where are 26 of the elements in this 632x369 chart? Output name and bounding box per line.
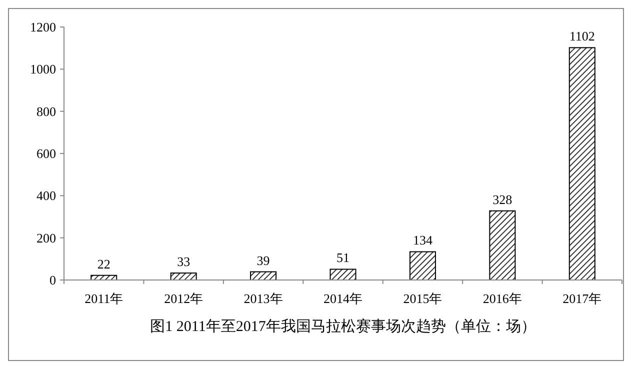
data-label: 1102	[569, 28, 595, 44]
data-label: 134	[412, 232, 433, 248]
text: 图1 2011年至2017年我国马拉松赛事场次趋势（单位：场）	[150, 318, 536, 335]
y-tick-label: 1000	[30, 62, 56, 77]
bar	[330, 268, 356, 280]
bar	[568, 47, 596, 280]
data-label: 33	[177, 254, 190, 270]
x-tick-label: 2017年	[562, 291, 602, 306]
x-tick-label: 2012年	[164, 291, 204, 306]
x-tick-label: 2015年	[403, 291, 442, 306]
y-tick-label: 800	[36, 104, 56, 119]
x-tick-label: 2016年	[482, 291, 522, 306]
x-tick-label: 2014年	[324, 291, 362, 306]
bar	[489, 210, 516, 280]
x-tick-label: 2011年	[84, 291, 124, 306]
x-tick-label: 2013年	[244, 291, 283, 306]
data-label: 51	[336, 250, 350, 266]
bar	[409, 251, 436, 280]
y-tick-label: 600	[36, 146, 56, 161]
y-tick-label: 1200	[30, 20, 56, 34]
data-label: 39	[256, 252, 270, 268]
y-tick-label: 400	[36, 188, 56, 204]
data-label: 328	[492, 192, 512, 207]
data-label: 22	[97, 256, 110, 272]
y-tick-label: 200	[36, 230, 56, 246]
y-tick-label: 0	[50, 272, 56, 288]
